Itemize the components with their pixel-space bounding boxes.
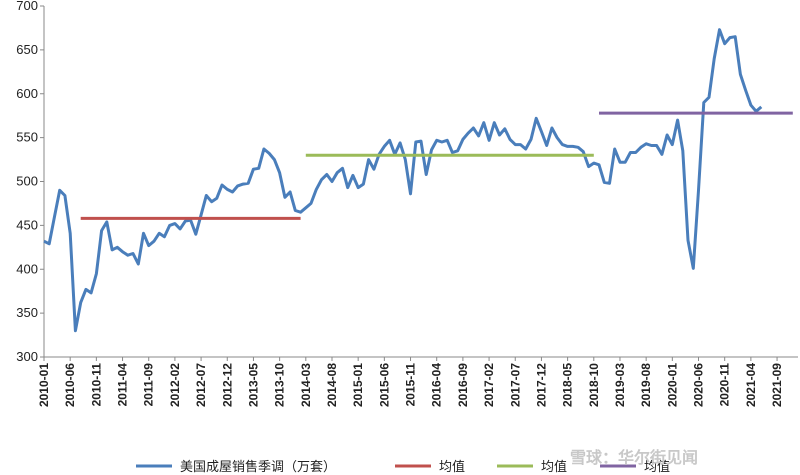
y-axis: 300 350 400 450 500 550 600 650 700 <box>16 0 45 364</box>
x-tick-label: 2010-11 <box>89 363 103 407</box>
x-tick-label: 2020-06 <box>692 363 706 407</box>
y-tick-label: 300 <box>16 349 38 364</box>
x-tick-label: 2020-01 <box>665 363 679 407</box>
x-tick-label: 2020-11 <box>718 363 732 407</box>
legend-label: 美国成屋销售季调（万套） <box>180 459 336 475</box>
y-tick-label: 600 <box>16 86 38 101</box>
legend-label: 均值 <box>541 459 567 475</box>
x-tick-label: 2015-11 <box>404 363 418 407</box>
x-tick-label: 2016-04 <box>430 363 444 407</box>
x-tick-label: 2019-08 <box>639 363 653 407</box>
x-tick-label: 2015-01 <box>351 363 365 407</box>
x-tick-label: 2013-10 <box>273 363 287 407</box>
legend-label: 均值 <box>644 459 670 475</box>
series-line-existing-home-sales <box>43 28 763 333</box>
y-tick-label: 650 <box>16 42 38 57</box>
x-tick-label: 2010-01 <box>37 363 51 407</box>
x-tick-label: 2018-05 <box>561 363 575 407</box>
x-tick-label: 2017-07 <box>508 363 522 407</box>
x-tick-label: 2021-04 <box>744 363 758 407</box>
x-tick-label: 2011-09 <box>142 363 156 407</box>
legend-label: 均值 <box>439 459 465 475</box>
x-tick-label: 2011-04 <box>116 363 130 407</box>
y-tick-label: 350 <box>16 305 38 320</box>
watermark-text: 雪球：华尔街见闻 <box>570 448 698 467</box>
legend: 美国成屋销售季调（万套） 均值 均值 均值 <box>136 459 670 475</box>
x-tick-label: 2021-09 <box>770 363 784 407</box>
y-tick-label: 700 <box>16 0 38 13</box>
y-tick-label: 400 <box>16 261 38 276</box>
x-tick-label: 2016-09 <box>456 363 470 407</box>
x-tick-label: 2014-08 <box>325 363 339 407</box>
x-tick-label: 2010-06 <box>63 363 77 407</box>
y-tick-label: 500 <box>16 174 38 189</box>
y-tick-label: 550 <box>16 130 38 145</box>
x-tick-label: 2015-06 <box>377 363 391 407</box>
x-tick-label: 2014-03 <box>299 363 313 407</box>
x-tick-label: 2019-03 <box>613 363 627 407</box>
x-tick-label: 2012-07 <box>194 363 208 407</box>
x-tick-label: 2012-12 <box>220 363 234 407</box>
x-tick-label: 2017-12 <box>534 363 548 407</box>
y-tick-label: 450 <box>16 217 38 232</box>
x-tick-label: 2013-05 <box>246 363 260 407</box>
x-tick-label: 2012-02 <box>168 363 182 407</box>
x-tick-label: 2018-10 <box>587 363 601 407</box>
series-layer <box>43 28 793 333</box>
x-tick-label: 2017-02 <box>482 363 496 407</box>
x-axis: 2010-01 2010-06 2010-11 2011-04 2011-09 2012-… <box>37 356 798 407</box>
